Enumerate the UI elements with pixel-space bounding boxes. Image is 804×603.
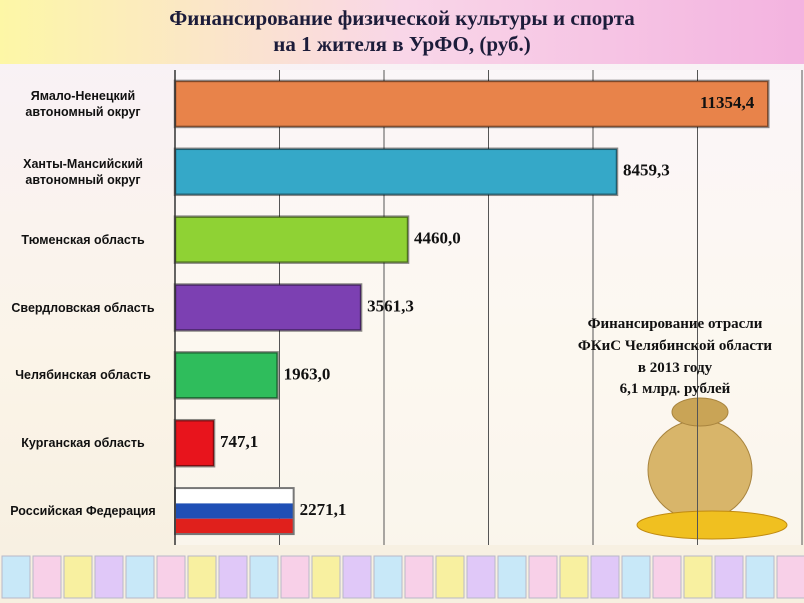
annotation: ФКиС Челябинской области — [577, 338, 773, 354]
value-label: 747,1 — [220, 432, 258, 451]
sport-icon — [621, 555, 651, 599]
sport-icon — [714, 555, 744, 599]
annotation: Финансирование отрасли — [587, 316, 763, 332]
sport-icon — [156, 555, 186, 599]
bar — [173, 79, 770, 129]
bar — [173, 215, 410, 264]
bar-stripe — [175, 488, 294, 504]
bar — [173, 283, 363, 332]
y-tick-label: Челябинская область — [15, 368, 151, 383]
sport-icon — [559, 555, 589, 599]
sport-icon — [776, 555, 804, 599]
sport-icon — [94, 555, 124, 599]
sport-icon — [528, 555, 558, 599]
sport-icon — [125, 555, 155, 599]
y-tick-label: Курганская область — [21, 436, 145, 451]
sport-icon — [342, 555, 372, 599]
sport-icon — [280, 555, 310, 599]
sport-icon — [404, 555, 434, 599]
sport-icon — [63, 555, 93, 599]
bar-stripe — [175, 503, 294, 519]
sport-icon — [249, 555, 279, 599]
chart-title: на 1 жителя в УрФО, (руб.) — [273, 32, 531, 56]
value-label: 11354,4 — [700, 93, 755, 112]
y-tick-label: Ямало-Ненецкий автономный округ — [25, 88, 141, 119]
sport-icon — [187, 555, 217, 599]
sport-icon — [373, 555, 403, 599]
title-band: Финансирование физической культуры и спо… — [0, 0, 804, 64]
bar — [174, 487, 295, 536]
sport-icon — [683, 555, 713, 599]
sport-icon — [311, 555, 341, 599]
chart-title: Финансирование физической культуры и спо… — [169, 6, 635, 30]
y-tick-label: Российская Федерация — [10, 504, 156, 519]
money-bag — [636, 397, 788, 540]
y-tick-label: Ханты-Мансийский автономный округ — [23, 156, 143, 187]
y-tick-label: Тюменская область — [21, 232, 145, 247]
bar — [173, 147, 619, 197]
sport-icon — [466, 555, 496, 599]
value-label: 3561,3 — [367, 296, 414, 315]
sport-icon — [745, 555, 775, 599]
annotation: в 2013 году — [637, 360, 713, 376]
value-label: 1963,0 — [284, 364, 331, 383]
value-label: 4460,0 — [414, 229, 461, 248]
bar — [173, 418, 216, 468]
value-label: 2271,1 — [300, 500, 347, 519]
sport-icon — [218, 555, 248, 599]
y-tick-label: Свердловская область — [11, 300, 155, 315]
sport-icon — [590, 555, 620, 599]
sport-icon — [1, 555, 31, 599]
sport-icons-strip — [1, 555, 804, 599]
sport-icon — [32, 555, 62, 599]
sport-icon — [497, 555, 527, 599]
value-label: 8459,3 — [623, 161, 670, 180]
sport-icon — [652, 555, 682, 599]
bar-stripe — [175, 518, 294, 535]
annotation: 6,1 млрд. рублей — [619, 381, 731, 397]
sport-icon — [435, 555, 465, 599]
bar — [173, 351, 279, 400]
